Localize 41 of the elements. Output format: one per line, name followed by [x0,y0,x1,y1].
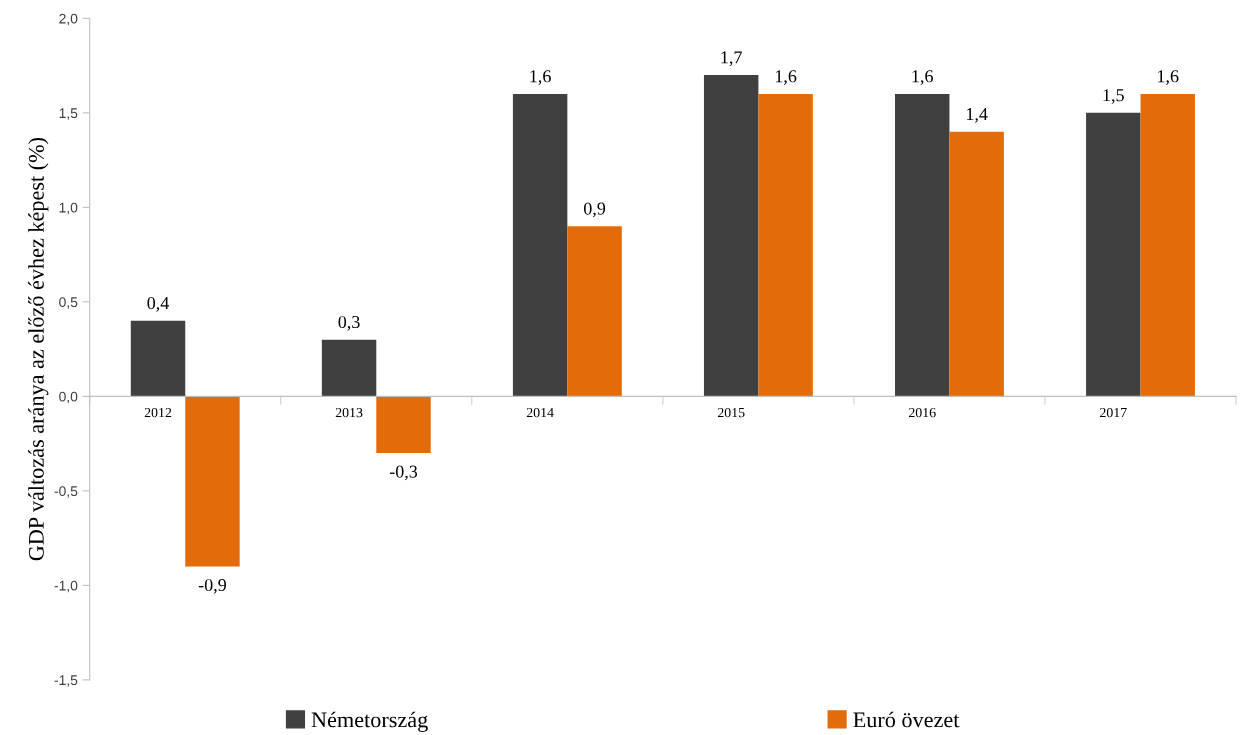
bar [185,396,240,567]
y-tick-label: -1,5 [54,675,78,687]
x-tick-label: 2016 [908,407,936,418]
bar [512,93,568,397]
bar [895,93,950,397]
x-tick-label: 2013 [335,407,363,418]
bar [567,226,622,397]
data-label: 1,7 [721,51,742,67]
y-tick-label: 1,0 [59,202,78,215]
y-tick-label: 2,0 [59,13,78,26]
data-label: 0,3 [338,315,360,331]
data-label: -0,9 [198,578,227,594]
data-label: 0,9 [583,202,606,218]
data-label: -0,3 [389,465,418,481]
x-tick-label: 2012 [144,407,172,418]
bar [376,396,431,454]
y-tick-label: 0,0 [59,391,78,404]
data-label: 1,6 [775,70,797,85]
data-label: 1,4 [966,108,988,123]
y-axis-title: GDP változás aránya az előző évhez képest (%) [28,137,49,561]
x-tick-label: 2014 [526,407,554,418]
y-tick-label: 0,5 [59,297,78,309]
legend-label: Németország [311,711,428,732]
bar [1086,112,1141,397]
y-tick-label: -0,5 [54,486,78,498]
data-label: 1,6 [1158,70,1179,85]
data-label: 1,5 [1103,89,1124,104]
bar [130,320,186,397]
y-tick-label: -1,0 [54,580,78,593]
bar [1140,93,1195,397]
bar [949,131,1004,397]
legend-label: Euró övezet [853,711,960,728]
x-tick-label: 2017 [1100,407,1127,418]
bar [703,75,759,397]
data-label: 0,4 [147,296,170,312]
data-label: 1,6 [912,70,933,85]
x-tick-label: 2015 [717,407,745,418]
y-tick-label: 1,5 [59,108,78,120]
data-label: 1,6 [530,70,551,85]
bar [321,339,377,397]
bar [758,93,813,397]
